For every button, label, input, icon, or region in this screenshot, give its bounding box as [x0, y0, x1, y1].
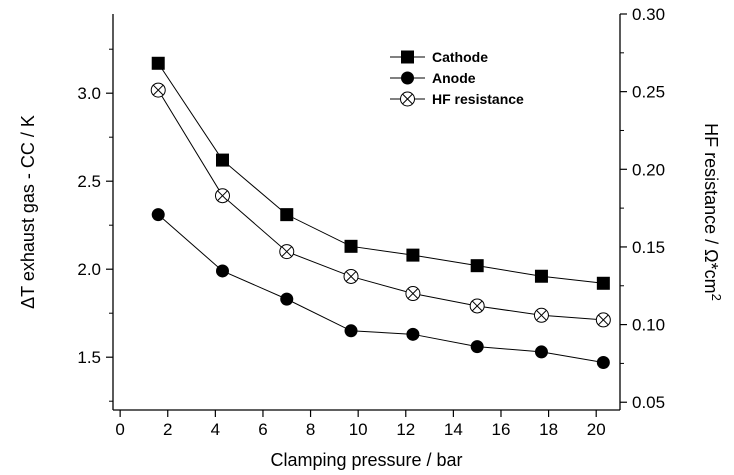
y-right-tick-label: 0.05	[632, 393, 665, 412]
plot-frame	[112, 14, 621, 411]
data-point-hf-resistance	[405, 286, 421, 302]
data-point-hf-resistance	[279, 244, 295, 260]
series-layer	[150, 56, 611, 369]
data-point-anode	[280, 292, 294, 306]
y-right-tick-label: 0.20	[632, 160, 665, 179]
legend-item-cathode: Cathode	[390, 49, 488, 65]
data-point-hf-resistance	[533, 307, 549, 323]
data-point-cathode	[596, 276, 610, 290]
y-right-tick-label: 0.25	[632, 83, 665, 102]
x-axis-ticks: 0 2 4 6 8 10 12 14 16 18 20	[115, 410, 606, 439]
y-left-axis-title: ΔT exhaust gas - CC / K	[18, 115, 38, 309]
data-point-cathode	[534, 269, 548, 283]
legend-item-anode: Anode	[390, 70, 476, 86]
series-cathode	[151, 56, 610, 290]
data-point-cathode	[151, 56, 165, 70]
data-point-hf-resistance	[150, 82, 166, 98]
y-left-axis-ticks: 1.5 2.0 2.5 3.0	[77, 48, 113, 402]
data-point-anode	[344, 324, 358, 338]
x-axis-title: Clamping pressure / bar	[270, 450, 462, 470]
x-tick-label: 8	[306, 420, 315, 439]
data-point-hf-resistance	[214, 188, 230, 204]
data-point-anode	[534, 345, 548, 359]
series-line-hf-resistance	[157, 89, 604, 321]
legend: Cathode Anode HF resistance	[390, 49, 524, 107]
y-right-axis-ticks: 0.05 0.10 0.15 0.20 0.25 0.30	[620, 5, 665, 412]
x-tick-label: 20	[587, 420, 606, 439]
y-right-tick-label: 0.10	[632, 316, 665, 335]
y-left-tick-label: 1.5	[77, 348, 101, 367]
data-point-anode	[215, 264, 229, 278]
y-right-tick-label: 0.15	[632, 238, 665, 257]
x-tick-label: 12	[396, 420, 415, 439]
y-right-tick-label: 0.30	[632, 5, 665, 24]
x-tick-label: 0	[115, 420, 124, 439]
data-point-cathode	[406, 248, 420, 262]
data-point-anode	[470, 340, 484, 354]
x-tick-label: 14	[444, 420, 463, 439]
x-tick-label: 4	[211, 420, 220, 439]
x-tick-label: 2	[163, 420, 172, 439]
data-point-hf-resistance	[595, 312, 611, 328]
series-line-cathode	[157, 63, 604, 284]
data-point-hf-resistance	[469, 298, 485, 314]
y-right-axis-title-superscript: 2	[709, 294, 724, 301]
legend-marker	[400, 91, 415, 107]
y-right-axis-title-main: HF resistance / Ω*cm	[701, 123, 721, 294]
data-point-anode	[406, 327, 420, 341]
legend-label: Anode	[432, 70, 476, 86]
data-point-anode	[596, 355, 610, 369]
y-right-axis-title: HF resistance / Ω*cm2	[701, 123, 724, 301]
x-tick-label: 18	[539, 420, 558, 439]
x-tick-label: 6	[258, 420, 267, 439]
y-left-tick-label: 3.0	[77, 84, 101, 103]
data-point-cathode	[215, 153, 229, 167]
y-left-tick-label: 2.0	[77, 260, 101, 279]
data-point-cathode	[470, 259, 484, 273]
legend-label: HF resistance	[432, 91, 524, 107]
data-point-cathode	[344, 239, 358, 253]
series-line-anode	[157, 214, 604, 363]
x-tick-label: 10	[349, 420, 368, 439]
legend-item-hf-resistance: HF resistance	[390, 91, 524, 107]
legend-marker	[401, 71, 414, 85]
legend-label: Cathode	[432, 49, 488, 65]
y-left-tick-label: 2.5	[77, 172, 101, 191]
data-point-cathode	[280, 208, 294, 222]
series-anode	[151, 208, 610, 369]
x-tick-label: 16	[492, 420, 511, 439]
legend-marker	[401, 50, 414, 64]
data-point-anode	[151, 208, 165, 222]
series-hf-resistance	[150, 82, 611, 328]
data-point-hf-resistance	[343, 268, 359, 284]
